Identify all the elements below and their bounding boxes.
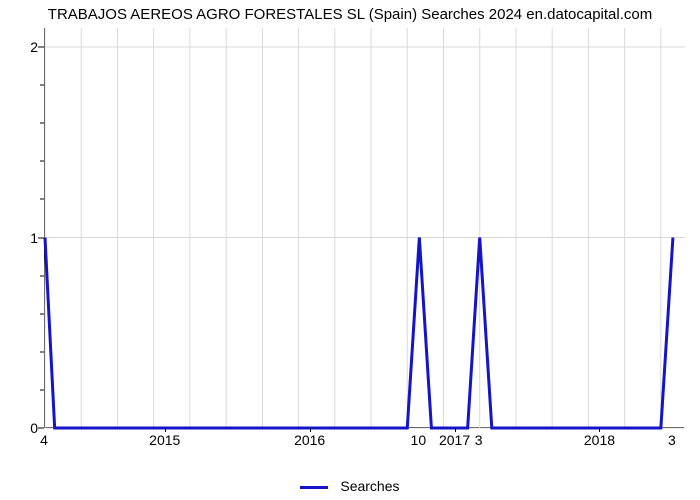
x-tick-label: 2017 bbox=[439, 432, 470, 448]
y-tick-label: 2 bbox=[0, 39, 38, 55]
y-minor-tick bbox=[40, 275, 44, 276]
legend-swatch bbox=[300, 486, 328, 489]
y-minor-tick bbox=[40, 85, 44, 86]
value-label: 4 bbox=[40, 432, 48, 448]
x-tick-label: 2016 bbox=[294, 432, 325, 448]
y-tick-label: 0 bbox=[0, 420, 38, 436]
y-tick-mark bbox=[38, 47, 44, 48]
y-tick-mark bbox=[38, 428, 44, 429]
plot-area bbox=[44, 28, 684, 428]
y-minor-tick bbox=[40, 351, 44, 352]
chart-title: TRABAJOS AEREOS AGRO FORESTALES SL (Spai… bbox=[0, 6, 700, 23]
x-tick-label: 2018 bbox=[584, 432, 615, 448]
value-label: 3 bbox=[475, 432, 483, 448]
x-tick-label: 2015 bbox=[149, 432, 180, 448]
y-tick-mark bbox=[38, 237, 44, 238]
value-label: 10 bbox=[411, 432, 427, 448]
y-minor-tick bbox=[40, 123, 44, 124]
series-line bbox=[45, 238, 673, 428]
y-minor-tick bbox=[40, 313, 44, 314]
legend-label: Searches bbox=[340, 478, 399, 494]
x-tick-mark bbox=[165, 428, 166, 432]
x-tick-mark bbox=[599, 428, 600, 432]
x-tick-mark bbox=[310, 428, 311, 432]
legend: Searches bbox=[0, 478, 700, 494]
grid bbox=[45, 28, 685, 428]
y-minor-tick bbox=[40, 199, 44, 200]
x-tick-mark bbox=[455, 428, 456, 432]
chart-svg bbox=[45, 28, 684, 427]
y-minor-tick bbox=[40, 161, 44, 162]
value-label: 3 bbox=[668, 432, 676, 448]
y-tick-label: 1 bbox=[0, 230, 38, 246]
y-minor-tick bbox=[40, 389, 44, 390]
